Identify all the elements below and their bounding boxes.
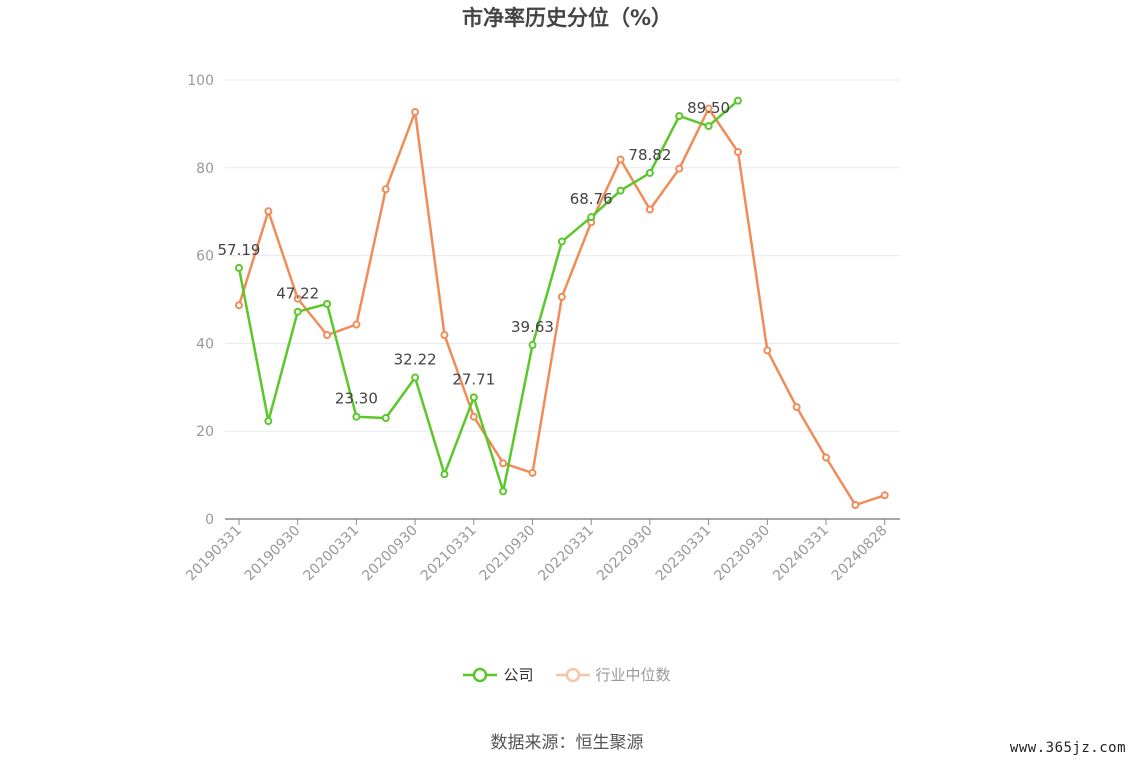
legend-marker-company [463, 667, 498, 682]
data-point-s0-17 [733, 96, 742, 105]
data-point-s1-1 [264, 207, 273, 216]
x-tick-label-20230930: 20230930 [711, 523, 773, 585]
data-point-s0-16 [704, 122, 713, 131]
data-point-s1-7 [440, 331, 449, 340]
data-point-s1-9 [499, 459, 508, 468]
data-point-s1-16 [704, 104, 713, 113]
data-point-s0-15 [675, 111, 684, 120]
legend-label-company: 公司 [503, 666, 534, 684]
y-tick-label-80: 80 [196, 161, 214, 177]
data-point-s0-13 [616, 186, 625, 195]
x-tick-label-20190930: 20190930 [242, 523, 304, 585]
x-tick-label-20220930: 20220930 [594, 523, 656, 585]
data-point-s0-3 [323, 299, 332, 308]
data-label-12: 68.76 [570, 190, 613, 208]
data-label-14: 78.82 [628, 146, 671, 164]
data-point-s0-11 [557, 237, 566, 246]
data-point-s1-13 [616, 155, 625, 164]
y-tick-label-40: 40 [196, 336, 214, 352]
data-point-s1-21 [851, 500, 860, 509]
watermark: www.365jz.com [1009, 740, 1126, 756]
data-point-s1-4 [352, 320, 361, 329]
legend-item-company[interactable]: 公司 [463, 664, 534, 685]
data-point-s0-9 [499, 487, 508, 496]
data-label-4: 23.30 [335, 390, 378, 408]
chart-canvas: 0 20 40 60 80 100 2019033120190930202003312020… [183, 73, 900, 585]
data-point-s0-5 [381, 414, 390, 423]
series-line-0 [237, 99, 739, 493]
data-point-s1-0 [235, 301, 243, 310]
data-point-s0-8 [469, 393, 478, 402]
data-point-s1-17 [733, 147, 742, 156]
y-tick-label-20: 20 [196, 424, 214, 440]
chart-title: 市净率历史分位（%） [461, 6, 673, 30]
x-tick-label-20210331: 20210331 [418, 523, 480, 585]
y-tick-label-0: 0 [205, 512, 214, 528]
data-point-s0-6 [411, 373, 420, 382]
x-tick-label-20230331: 20230331 [653, 523, 715, 585]
data-point-s0-2 [293, 307, 302, 316]
legend-item-industry-median[interactable]: 行业中位数 [555, 664, 671, 685]
data-point-s1-6 [411, 108, 420, 117]
grid-lines [225, 79, 900, 432]
data-point-s1-8 [469, 412, 478, 421]
data-source: 数据来源：恒生聚源 [490, 733, 644, 753]
data-labels: 57.19 47.22 23.30 32.22 27.71 39.63 68.76 78.82… [218, 99, 731, 408]
data-point-s0-7 [440, 470, 449, 479]
x-tick-label-20210930: 20210930 [477, 523, 539, 585]
x-tick-label-20240828: 20240828 [829, 523, 891, 585]
data-point-s1-20 [822, 453, 830, 462]
data-point-s1-11 [557, 292, 566, 301]
data-point-s0-1 [264, 417, 273, 426]
data-point-s1-5 [381, 185, 390, 194]
data-label-0: 57.19 [218, 241, 261, 259]
data-point-s1-10 [528, 468, 537, 477]
x-tick-label-20220331: 20220331 [535, 523, 597, 585]
data-label-16: 89.50 [687, 99, 730, 117]
data-label-6: 32.22 [394, 351, 437, 369]
x-tick-label-20200930: 20200930 [359, 523, 421, 585]
x-tick-label-20200331: 20200331 [301, 523, 363, 585]
legend: 公司 行业中位数 [0, 664, 1134, 685]
data-point-s1-3 [323, 331, 332, 340]
y-tick-label-60: 60 [196, 249, 214, 265]
data-point-s0-10 [528, 341, 537, 350]
data-label-2: 47.22 [276, 285, 319, 303]
data-point-s0-0 [235, 263, 243, 272]
data-point-s0-14 [645, 168, 654, 177]
series-lines [235, 96, 889, 509]
data-point-s0-4 [352, 412, 361, 421]
x-tick-label-20190331: 20190331 [183, 523, 245, 585]
data-label-10: 39.63 [511, 318, 554, 336]
data-point-s0-12 [587, 213, 596, 222]
data-point-s1-15 [675, 164, 684, 173]
legend-label-industry-median: 行业中位数 [595, 666, 671, 684]
y-tick-label-100: 100 [187, 73, 214, 89]
data-point-s1-22 [880, 491, 889, 500]
data-point-s1-18 [763, 346, 772, 355]
x-tick-label-20240331: 20240331 [770, 523, 832, 585]
data-point-s1-2 [293, 294, 302, 303]
data-label-8: 27.71 [452, 370, 495, 388]
legend-marker-industry-median [555, 667, 590, 682]
data-point-s1-19 [792, 403, 801, 412]
data-point-s1-14 [645, 205, 654, 214]
